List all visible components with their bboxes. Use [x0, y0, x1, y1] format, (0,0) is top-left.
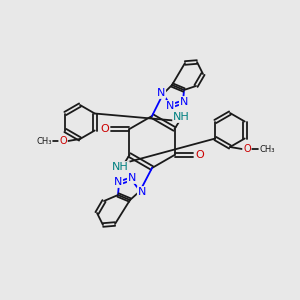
- Text: O: O: [195, 150, 204, 160]
- Text: NH: NH: [173, 112, 190, 122]
- Text: N: N: [157, 88, 165, 98]
- Text: N: N: [180, 97, 188, 107]
- Text: O: O: [243, 144, 251, 154]
- Text: N: N: [114, 177, 122, 187]
- Text: O: O: [100, 124, 109, 134]
- Text: N: N: [138, 187, 146, 197]
- Text: NH: NH: [112, 162, 129, 172]
- Text: CH₃: CH₃: [259, 145, 275, 154]
- Text: N: N: [166, 101, 174, 111]
- Text: O: O: [59, 136, 67, 146]
- Text: CH₃: CH₃: [36, 136, 52, 146]
- Text: N: N: [128, 173, 136, 183]
